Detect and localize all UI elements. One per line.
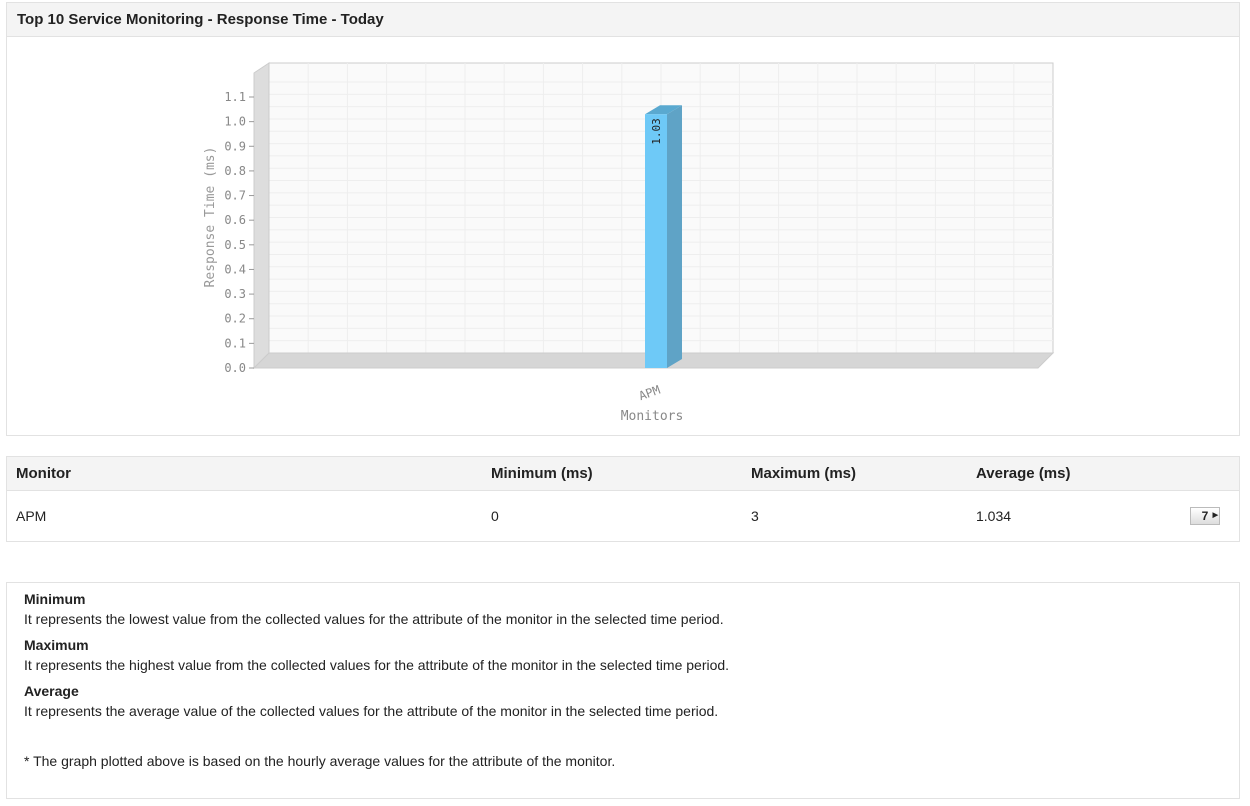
y-tick-label: 0.7 [224,189,246,203]
cell-max: 3 [751,508,759,524]
notes-box: Minimum It represents the lowest value f… [6,582,1240,799]
note-text: It represents the highest value from the… [24,657,730,673]
cell-monitor: APM [16,508,47,524]
button-label: 7 [1201,509,1209,523]
y-tick-label: 0.3 [224,287,246,301]
y-tick-label: 0.1 [224,336,246,350]
y-tick-label: 0.0 [224,361,246,375]
bar-top [645,105,682,115]
col-average: Average (ms) [967,457,1181,491]
y-tick-label: 0.8 [224,164,246,178]
table-row: APM 0 3 1.034 7 ▶ [7,491,1239,542]
note-title: Average [24,683,79,699]
table-header-row: Monitor Minimum (ms) Maximum (ms) Averag… [7,457,1239,491]
x-tick-label: APM [637,383,662,404]
note-text: It represents the lowest value from the … [24,611,724,627]
note-title: Minimum [24,591,86,607]
response-time-chart: 0.0 0.1 0.2 0.3 0.4 0.5 0.6 0.7 0.8 0.9 1.0 1.1 Resp… [203,62,1055,424]
col-maximum: Maximum (ms) [742,457,967,491]
y-tick-label: 0.9 [224,139,246,153]
play-icon: ▶ [1212,512,1218,519]
y-tick-label: 1.0 [224,115,246,129]
cell-min: 0 [491,508,499,524]
y-tick-label: 0.6 [224,213,246,227]
footnote: * The graph plotted above is based on th… [24,753,616,769]
bar-side [667,105,682,368]
panel-title: Top 10 Service Monitoring - Response Tim… [7,3,1239,37]
y-tick-label: 1.1 [224,90,246,104]
y-axis-label: Response Time (ms) [203,147,218,288]
last-7-days-button[interactable]: 7 ▶ [1190,507,1220,525]
left-wall [253,62,270,370]
x-axis-label: Monitors [621,409,684,424]
data-label: 1.03 [650,118,663,145]
col-monitor: Monitor [7,457,482,491]
note-title: Maximum [24,637,89,653]
y-tick-label: 0.2 [224,312,246,326]
cell-avg: 1.034 [976,508,1012,524]
stats-table: Monitor Minimum (ms) Maximum (ms) Averag… [6,456,1240,542]
y-tick-label: 0.4 [224,262,246,276]
y-tick-label: 0.5 [224,238,246,252]
bar [645,114,667,368]
col-minimum: Minimum (ms) [482,457,742,491]
chart-panel: Top 10 Service Monitoring - Response Tim… [6,2,1240,436]
note-text: It represents the average value of the c… [24,703,719,719]
